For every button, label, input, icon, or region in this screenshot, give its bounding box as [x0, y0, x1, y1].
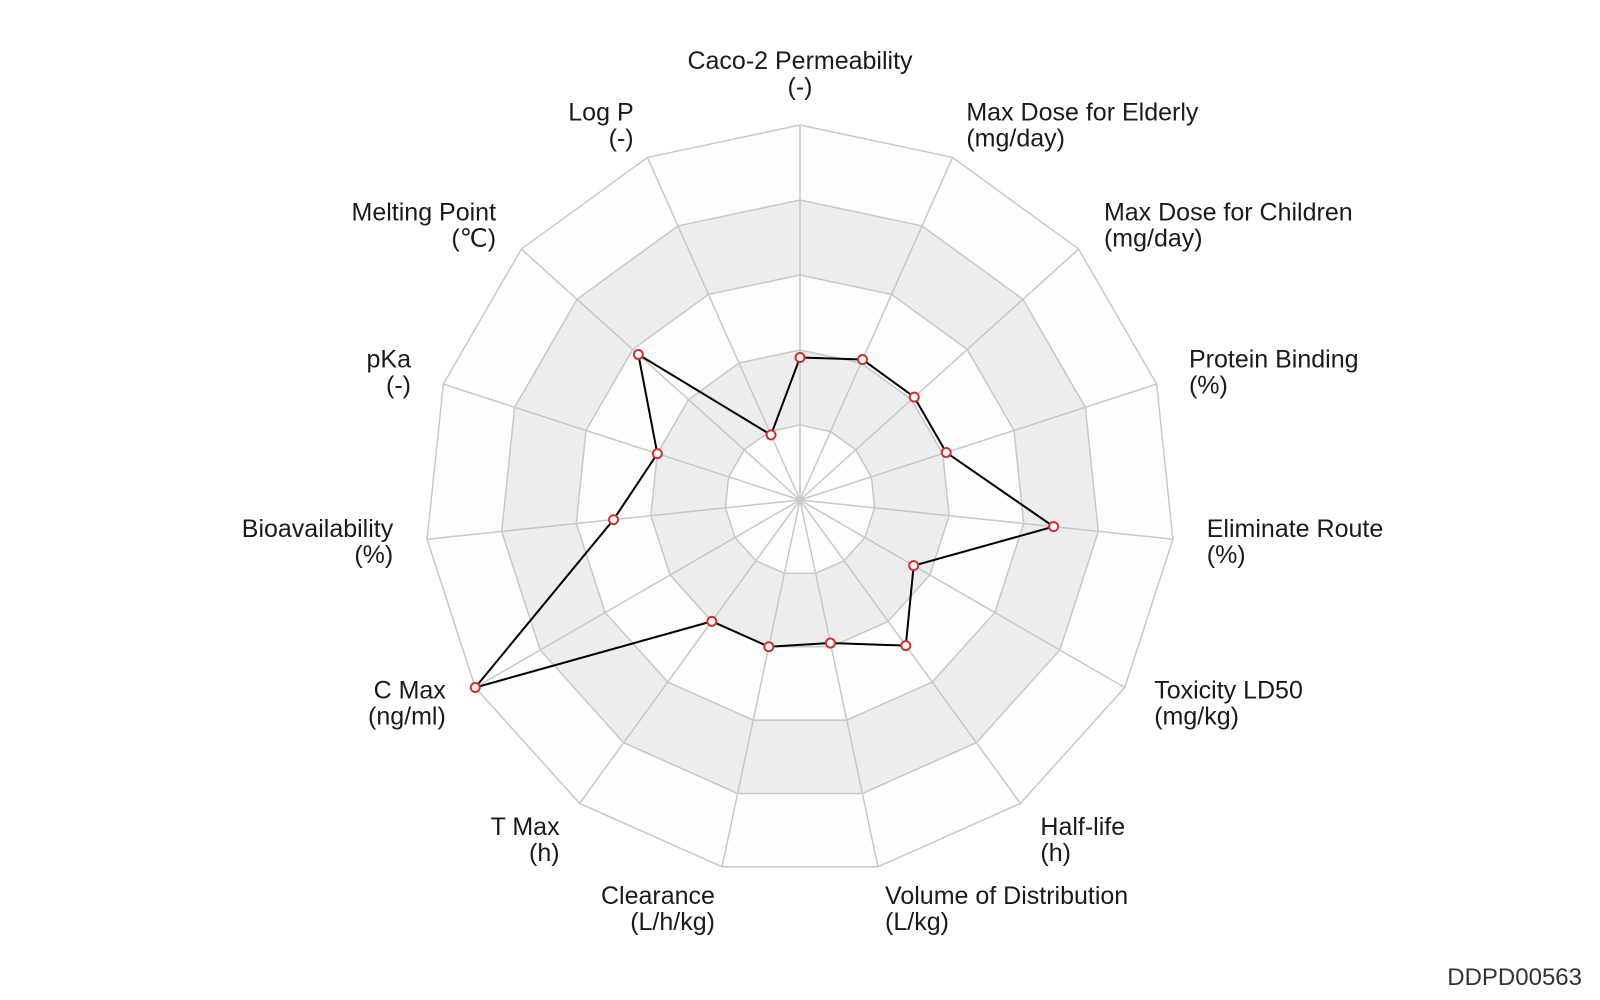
- axis-label-unit: (mg/day): [966, 124, 1065, 152]
- data-point-0: [794, 352, 806, 363]
- data-point-9: [706, 615, 718, 627]
- axis-spoke-12: [443, 383, 801, 501]
- axis-label-4: Eliminate Route (%): [1207, 515, 1383, 569]
- data-point-5: [908, 560, 920, 572]
- axis-label-10: C Max (ng/ml): [368, 677, 446, 731]
- axis-spoke-14: [646, 157, 801, 501]
- axis-label-11: Bioavailability (%): [242, 515, 394, 569]
- axis-label-unit: (℃): [451, 224, 496, 252]
- axis-label-unit: (-): [386, 372, 411, 400]
- axis-label-name: Volume of Distribution: [885, 882, 1128, 910]
- axis-label-9: T Max (h): [491, 813, 560, 867]
- axis-label-unit: (h): [529, 839, 560, 867]
- data-point-12: [651, 448, 663, 460]
- axis-spoke-4: [799, 499, 1174, 540]
- data-point-11: [608, 514, 620, 526]
- data-point-2: [908, 391, 920, 403]
- axis-label-8: Clearance (L/h/kg): [601, 882, 715, 936]
- data-point-1: [857, 354, 869, 366]
- axis-label-7: Volume of Distribution (L/kg): [885, 882, 1128, 936]
- axis-label-12: pKa (-): [367, 346, 412, 400]
- axis-spoke-1: [799, 157, 954, 501]
- axis-label-unit: (%): [1189, 372, 1228, 400]
- axis-spoke-9: [578, 499, 801, 804]
- axis-label-unit: (-): [609, 124, 634, 152]
- data-point-14: [765, 429, 777, 441]
- axis-label-unit: (h): [1040, 839, 1071, 867]
- axis-label-name: Max Dose for Elderly: [966, 98, 1199, 126]
- data-point-3: [940, 446, 952, 458]
- axis-label-0: Caco-2 Permeability (-): [687, 47, 913, 101]
- axis-spoke-7: [799, 499, 879, 867]
- axis-label-2: Max Dose for Children (mg/day): [1104, 198, 1353, 252]
- axis-spoke-5: [799, 499, 1126, 689]
- axis-label-unit: (%): [354, 541, 393, 569]
- axis-spoke-13: [520, 248, 801, 501]
- axis-label-name: T Max: [491, 813, 560, 841]
- axis-spoke-6: [799, 499, 1022, 804]
- axis-spoke-2: [799, 248, 1080, 501]
- axis-label-name: Clearance: [601, 882, 715, 910]
- axis-label-13: Melting Point (℃): [352, 198, 497, 252]
- axis-label-unit: (L/kg): [885, 908, 949, 936]
- data-point-4: [1048, 521, 1060, 533]
- axis-label-unit: (ng/ml): [368, 703, 446, 731]
- axis-label-name: C Max: [374, 677, 447, 705]
- axis-label-name: Melting Point: [352, 198, 497, 226]
- axis-label-unit: (L/h/kg): [630, 908, 715, 936]
- axis-spoke-8: [721, 499, 801, 867]
- data-point-10: [469, 682, 481, 693]
- axis-label-name: pKa: [367, 346, 412, 374]
- axis-label-name: Half-life: [1040, 813, 1125, 841]
- axis-label-name: Caco-2 Permeability: [687, 47, 913, 75]
- axis-label-unit: (mg/kg): [1154, 703, 1239, 731]
- axis-label-name: Eliminate Route: [1207, 515, 1383, 543]
- axis-label-6: Half-life (h): [1040, 813, 1125, 867]
- axis-label-name: Protein Binding: [1189, 346, 1359, 374]
- data-point-7: [824, 637, 836, 649]
- axis-label-14: Log P (-): [568, 98, 633, 152]
- axis-label-unit: (mg/day): [1104, 224, 1203, 252]
- axis-label-unit: (%): [1207, 541, 1246, 569]
- axis-spoke-10: [474, 499, 801, 689]
- axis-label-name: Bioavailability: [242, 515, 394, 543]
- compound-id: DDPD00563: [1447, 964, 1582, 991]
- axis-label-unit: (-): [788, 73, 813, 101]
- axis-label-5: Toxicity LD50 (mg/kg): [1154, 677, 1303, 731]
- axis-label-name: Max Dose for Children: [1104, 198, 1353, 226]
- data-point-8: [763, 641, 775, 653]
- data-point-13: [632, 348, 644, 360]
- data-series-line: [472, 352, 1056, 690]
- axis-label-name: Log P: [568, 98, 633, 126]
- data-point-6: [900, 640, 912, 652]
- axis-label-name: Toxicity LD50: [1154, 677, 1303, 705]
- axis-spoke-3: [799, 383, 1157, 501]
- axis-label-3: Protein Binding (%): [1189, 346, 1359, 400]
- axis-label-1: Max Dose for Elderly (mg/day): [966, 98, 1199, 152]
